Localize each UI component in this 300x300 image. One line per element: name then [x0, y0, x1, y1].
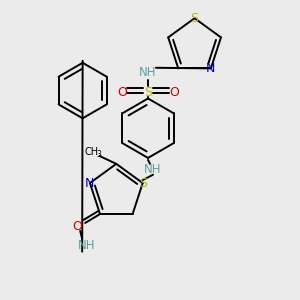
Text: S: S [144, 86, 152, 99]
Text: CH: CH [85, 147, 99, 157]
Text: O: O [169, 86, 179, 99]
Text: S: S [139, 176, 147, 190]
Text: NH: NH [77, 239, 95, 252]
Text: S: S [190, 12, 199, 25]
Text: 3: 3 [96, 151, 101, 160]
Text: NH: NH [139, 66, 157, 79]
Text: O: O [117, 86, 127, 99]
Text: NH: NH [144, 163, 162, 176]
Text: N: N [206, 62, 216, 75]
Text: N: N [85, 176, 94, 190]
Text: O: O [72, 220, 82, 233]
